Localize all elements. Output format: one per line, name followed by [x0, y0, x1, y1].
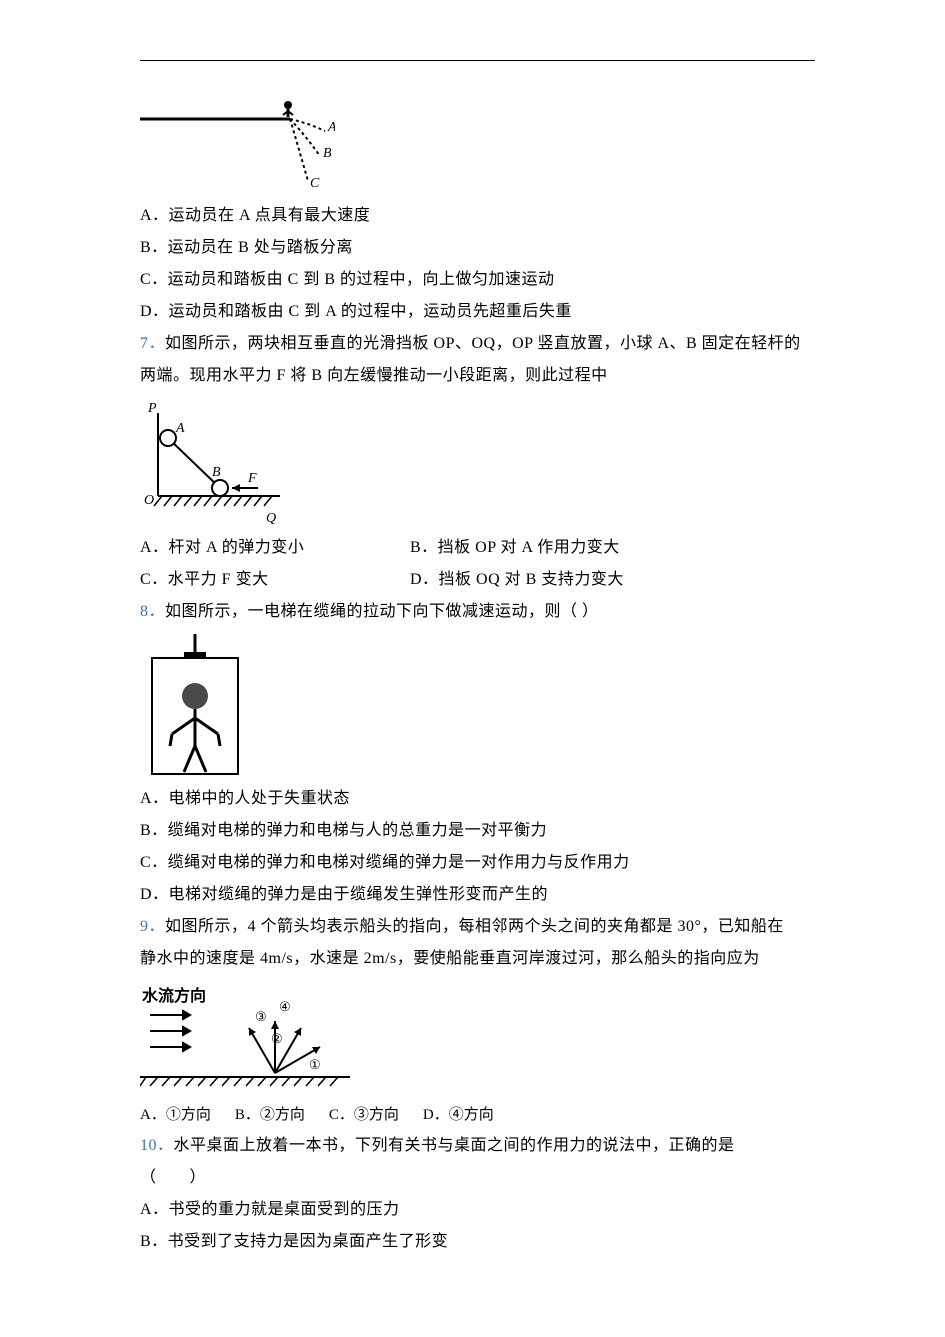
q9-figure: 水流方向 — [140, 981, 815, 1096]
elevator-svg — [140, 634, 250, 779]
q8-option-c: C．缆绳对电梯的弹力和电梯对缆绳的弹力是一对作用力与反作用力 — [140, 847, 815, 879]
svg-text:水流方向: 水流方向 — [142, 986, 206, 1005]
q9-option-d: D．④方向 — [423, 1100, 494, 1130]
q7-stem-line2: 两端。现用水平力 F 将 B 向左缓慢推动一小段距离，则此过程中 — [140, 360, 815, 392]
q9-number: 9． — [140, 918, 165, 935]
svg-text:C: C — [310, 176, 320, 191]
q9-stem-line2: 静水中的速度是 4m/s，水速是 2m/s，要使船能垂直河岸渡过河，那么船头的指… — [140, 943, 815, 975]
q6-option-b: B．运动员在 B 处与踏板分离 — [140, 232, 815, 264]
q8-stem: 8．如图所示，一电梯在缆绳的拉动下向下做减速运动，则（ ） — [140, 596, 815, 628]
q6-option-c: C．运动员和踏板由 C 到 B 的过程中，向上做匀加速运动 — [140, 264, 815, 296]
svg-text:F: F — [247, 471, 257, 486]
q7-option-a: A．杆对 A 的弹力变小 — [140, 532, 410, 564]
q7-figure: P O Q A B F — [140, 398, 815, 528]
boat-directions-svg: 水流方向 — [140, 981, 360, 1096]
svg-text:O: O — [144, 493, 154, 508]
svg-text:③: ③ — [255, 1009, 267, 1024]
q9-stem1-text: 如图所示，4 个箭头均表示船头的指向，每相邻两个头之间的夹角都是 30°，已知船… — [165, 918, 784, 935]
svg-text:B: B — [212, 465, 221, 480]
q7-stem1-text: 如图所示，两块相互垂直的光滑挡板 OP、OQ，OP 竖直放置，小球 A、B 固定… — [165, 335, 801, 352]
q10-option-b: B．书受到了支持力是因为桌面产生了形变 — [140, 1226, 815, 1258]
q9-option-c: C．③方向 — [329, 1100, 399, 1130]
q8-figure — [140, 634, 815, 779]
q7-number: 7． — [140, 335, 165, 352]
q9-option-b: B．②方向 — [235, 1100, 305, 1130]
svg-text:B: B — [323, 146, 332, 161]
svg-text:Q: Q — [266, 511, 276, 526]
q7-option-d: D．挡板 OQ 对 B 支持力变大 — [410, 564, 815, 596]
q9-option-a: A．①方向 — [140, 1100, 211, 1130]
q10-option-a: A．书受的重力就是桌面受到的压力 — [140, 1194, 815, 1226]
q8-option-b: B．缆绳对电梯的弹力和电梯与人的总重力是一对平衡力 — [140, 815, 815, 847]
q10-number: 10． — [140, 1137, 174, 1154]
top-rule — [140, 60, 815, 61]
q10-stem-line2: （ ） — [140, 1162, 815, 1194]
svg-text:P: P — [147, 401, 157, 416]
q9-options: A．①方向 B．②方向 C．③方向 D．④方向 — [140, 1100, 815, 1130]
q10-stem-line1: 10．水平桌面上放着一本书，下列有关书与桌面之间的作用力的说法中，正确的是 — [140, 1130, 815, 1162]
op-oq-svg: P O Q A B F — [140, 398, 300, 528]
q7-stem-line1: 7．如图所示，两块相互垂直的光滑挡板 OP、OQ，OP 竖直放置，小球 A、B … — [140, 328, 815, 360]
q8-stem-text: 如图所示，一电梯在缆绳的拉动下向下做减速运动，则（ ） — [165, 603, 599, 620]
q7-option-c: C．水平力 F 变大 — [140, 564, 410, 596]
q6-option-d: D．运动员和踏板由 C 到 A 的过程中，运动员先超重后失重 — [140, 296, 815, 328]
q9-stem-line1: 9．如图所示，4 个箭头均表示船头的指向，每相邻两个头之间的夹角都是 30°，已… — [140, 911, 815, 943]
q10-stem1-text: 水平桌面上放着一本书，下列有关书与桌面之间的作用力的说法中，正确的是 — [174, 1137, 735, 1154]
q7-option-b: B．挡板 OP 对 A 作用力变大 — [410, 532, 815, 564]
svg-text:A: A — [327, 120, 335, 135]
svg-text:②: ② — [271, 1031, 283, 1046]
diving-board-svg: A B C — [140, 101, 335, 196]
svg-text:①: ① — [309, 1057, 321, 1072]
svg-text:④: ④ — [279, 999, 291, 1014]
q6-option-a: A．运动员在 A 点具有最大速度 — [140, 200, 815, 232]
q6-figure: A B C — [140, 101, 815, 196]
q8-number: 8． — [140, 603, 165, 620]
q8-option-a: A．电梯中的人处于失重状态 — [140, 783, 815, 815]
svg-text:A: A — [175, 421, 185, 436]
page: A B C A．运动员在 A 点具有最大速度 B．运动员在 B 处与踏板分离 C… — [0, 0, 945, 1318]
q8-option-d: D．电梯对缆绳的弹力是由于缆绳发生弹性形变而产生的 — [140, 879, 815, 911]
